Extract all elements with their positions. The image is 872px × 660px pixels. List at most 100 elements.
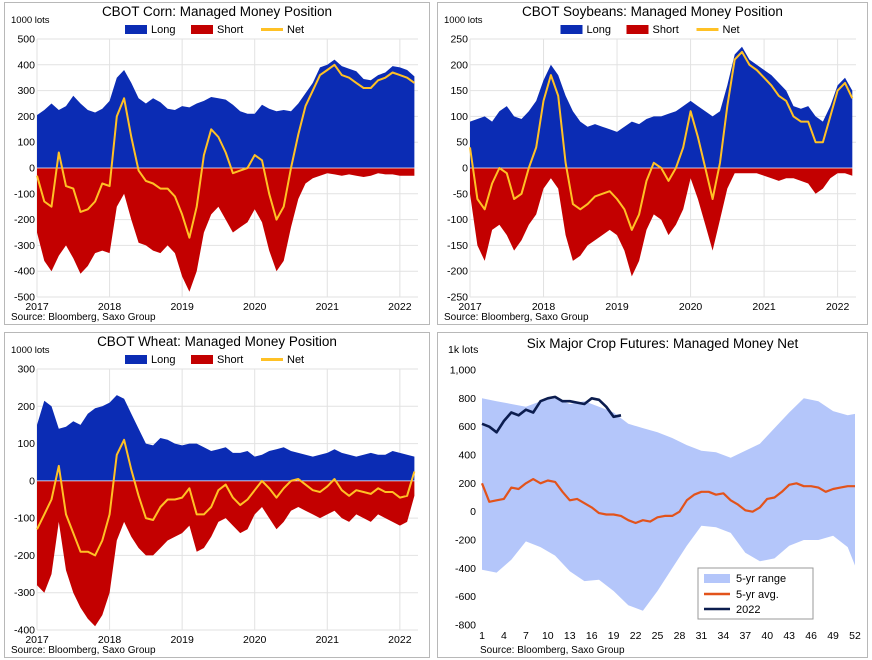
soybeans-chart-panel: CBOT Soybeans: Managed Money Position 100…	[437, 2, 868, 325]
series-short-area	[37, 480, 415, 627]
legend-label-long: Long	[151, 354, 175, 366]
y-tick-label: 100	[17, 438, 35, 450]
y-tick-label: 50	[456, 137, 468, 149]
x-tick-label: 2021	[316, 301, 340, 313]
x-tick-label: 52	[849, 630, 861, 642]
y-tick-label: 100	[17, 137, 35, 149]
y-tick-label: 0	[462, 163, 468, 175]
x-tick-label: 7	[523, 630, 529, 642]
series-long-area	[470, 46, 853, 169]
source-note: Source: Bloomberg, Saxo Group	[444, 312, 589, 323]
y-tick-label: -100	[447, 214, 468, 226]
wheat-svg: CBOT Wheat: Managed Money Position 1000 l…	[11, 334, 418, 656]
y-tick-label: 400	[17, 59, 35, 71]
x-tick-label: 2021	[752, 301, 776, 313]
crop-futures-chart-panel: Six Major Crop Futures: Managed Money Ne…	[437, 332, 868, 658]
legend-label-2022: 2022	[736, 604, 760, 616]
x-tick-label: 28	[674, 630, 686, 642]
x-tick-label: 1	[479, 630, 485, 642]
legend-label-net: Net	[287, 354, 304, 366]
x-tick-label: 4	[501, 630, 507, 642]
series-net-line	[36, 438, 416, 557]
y-tick-label: 500	[17, 34, 35, 46]
legend-label-long: Long	[587, 24, 611, 36]
x-tick-label: 19	[608, 630, 620, 642]
y-tick-label: 250	[450, 34, 468, 46]
y-tick-label: -300	[14, 240, 35, 252]
crop-futures-svg: Six Major Crop Futures: Managed Money Ne…	[448, 336, 861, 656]
y-tick-label: 400	[458, 450, 476, 462]
legend-swatch-long	[125, 25, 147, 34]
x-tick-label: 2017	[25, 301, 49, 313]
series-short-area	[37, 168, 415, 292]
y-tick-label: -400	[14, 266, 35, 278]
x-tick-label: 34	[718, 630, 730, 642]
x-tick-label: 37	[739, 630, 751, 642]
y-tick-label: 200	[17, 111, 35, 123]
x-tick-label: 40	[761, 630, 773, 642]
y-tick-label: 200	[450, 59, 468, 71]
y-tick-label: 300	[17, 85, 35, 97]
y-tick-label: 200	[17, 401, 35, 413]
unit-label: 1000 lots	[444, 15, 483, 26]
unit-label: 1000 lots	[11, 15, 50, 26]
y-tick-label: -200	[447, 266, 468, 278]
series-net-line	[36, 63, 415, 239]
source-note: Source: Bloomberg, Saxo Group	[11, 312, 156, 323]
legend-label-5yr-range: 5-yr range	[736, 573, 786, 585]
y-tick-label: 150	[450, 85, 468, 97]
legend-swatch-short	[626, 25, 649, 34]
y-tick-label: 200	[458, 478, 476, 490]
series-long-area	[37, 395, 415, 481]
x-tick-label: 2018	[98, 634, 122, 646]
chart-title: CBOT Corn: Managed Money Position	[102, 4, 332, 19]
legend-label-net: Net	[287, 24, 304, 36]
y-tick-label: -50	[453, 188, 468, 200]
x-tick-label: 2018	[532, 301, 556, 313]
chart-title: Six Major Crop Futures: Managed Money Ne…	[527, 336, 799, 351]
y-tick-label: -150	[447, 240, 468, 252]
x-tick-label: 2017	[458, 301, 482, 313]
legend-label-short: Short	[653, 24, 679, 36]
legend-swatch-5yr-range	[704, 574, 730, 583]
x-tick-label: 13	[564, 630, 576, 642]
y-tick-label: -500	[14, 292, 35, 304]
legend-swatch-long	[125, 355, 147, 364]
x-tick-label: 43	[783, 630, 795, 642]
y-tick-label: -800	[455, 620, 476, 632]
y-tick-label: -400	[14, 625, 35, 637]
y-tick-label: 300	[17, 364, 35, 376]
x-tick-label: 2018	[98, 301, 122, 313]
legend-label-5yr-avg: 5-yr avg.	[736, 589, 779, 601]
y-tick-label: -300	[14, 587, 35, 599]
series-net-line	[469, 50, 854, 231]
x-tick-label: 2019	[170, 301, 194, 313]
x-tick-label: 22	[630, 630, 642, 642]
y-tick-label: -200	[14, 214, 35, 226]
soybeans-svg: CBOT Soybeans: Managed Money Position 100…	[444, 4, 856, 323]
legend-swatch-long	[560, 25, 583, 34]
x-tick-label: 31	[696, 630, 708, 642]
x-tick-label: 2020	[243, 301, 267, 313]
corn-svg: CBOT Corn: Managed Money Position 1000 lo…	[11, 4, 418, 323]
legend-swatch-short	[191, 355, 213, 364]
legend-label-short: Short	[217, 24, 243, 36]
y-tick-label: 100	[450, 111, 468, 123]
x-tick-label: 2021	[316, 634, 340, 646]
y-tick-label: -400	[455, 563, 476, 575]
chart-title: CBOT Soybeans: Managed Money Position	[522, 4, 783, 19]
corn-chart-panel: CBOT Corn: Managed Money Position 1000 lo…	[4, 2, 430, 325]
y-tick-label: -100	[14, 188, 35, 200]
legend-swatch-short	[191, 25, 213, 34]
x-tick-label: 2019	[605, 301, 629, 313]
legend-label-long: Long	[151, 24, 175, 36]
x-tick-label: 2019	[170, 634, 194, 646]
x-tick-label: 2020	[243, 634, 267, 646]
y-tick-label: 1,000	[450, 365, 476, 377]
x-tick-label: 2022	[826, 301, 850, 313]
x-tick-label: 2020	[679, 301, 703, 313]
y-tick-label: 0	[470, 506, 476, 518]
y-tick-label: 0	[29, 163, 35, 175]
x-tick-label: 46	[805, 630, 817, 642]
y-tick-label: 800	[458, 393, 476, 405]
